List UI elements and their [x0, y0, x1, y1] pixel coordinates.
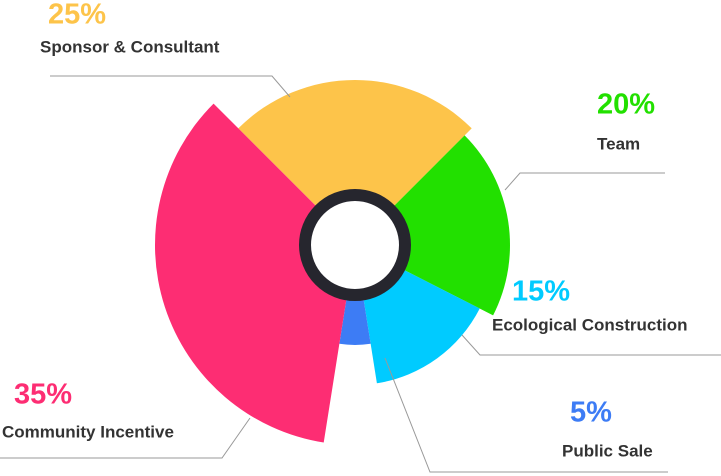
category-label: Team [597, 134, 640, 153]
category-label: Community Incentive [2, 422, 174, 441]
pie-slice [355, 135, 510, 316]
percent-label: 15% [512, 276, 570, 308]
category-label: Ecological Construction [492, 315, 688, 334]
leader-line [384, 357, 668, 473]
percent-label: 35% [14, 379, 72, 411]
category-label: Sponsor & Consultant [40, 37, 220, 56]
percent-label: 5% [570, 397, 612, 429]
pie-slice [238, 80, 472, 245]
percent-label: 20% [597, 89, 655, 121]
leader-line [0, 417, 251, 459]
center-ring [299, 189, 411, 301]
category-label: Public Sale [562, 441, 653, 460]
leader-line [50, 75, 291, 98]
leader-line [504, 172, 665, 191]
leader-line [461, 334, 721, 356]
pie-slice [154, 103, 355, 443]
percent-label: 25% [48, 0, 106, 31]
